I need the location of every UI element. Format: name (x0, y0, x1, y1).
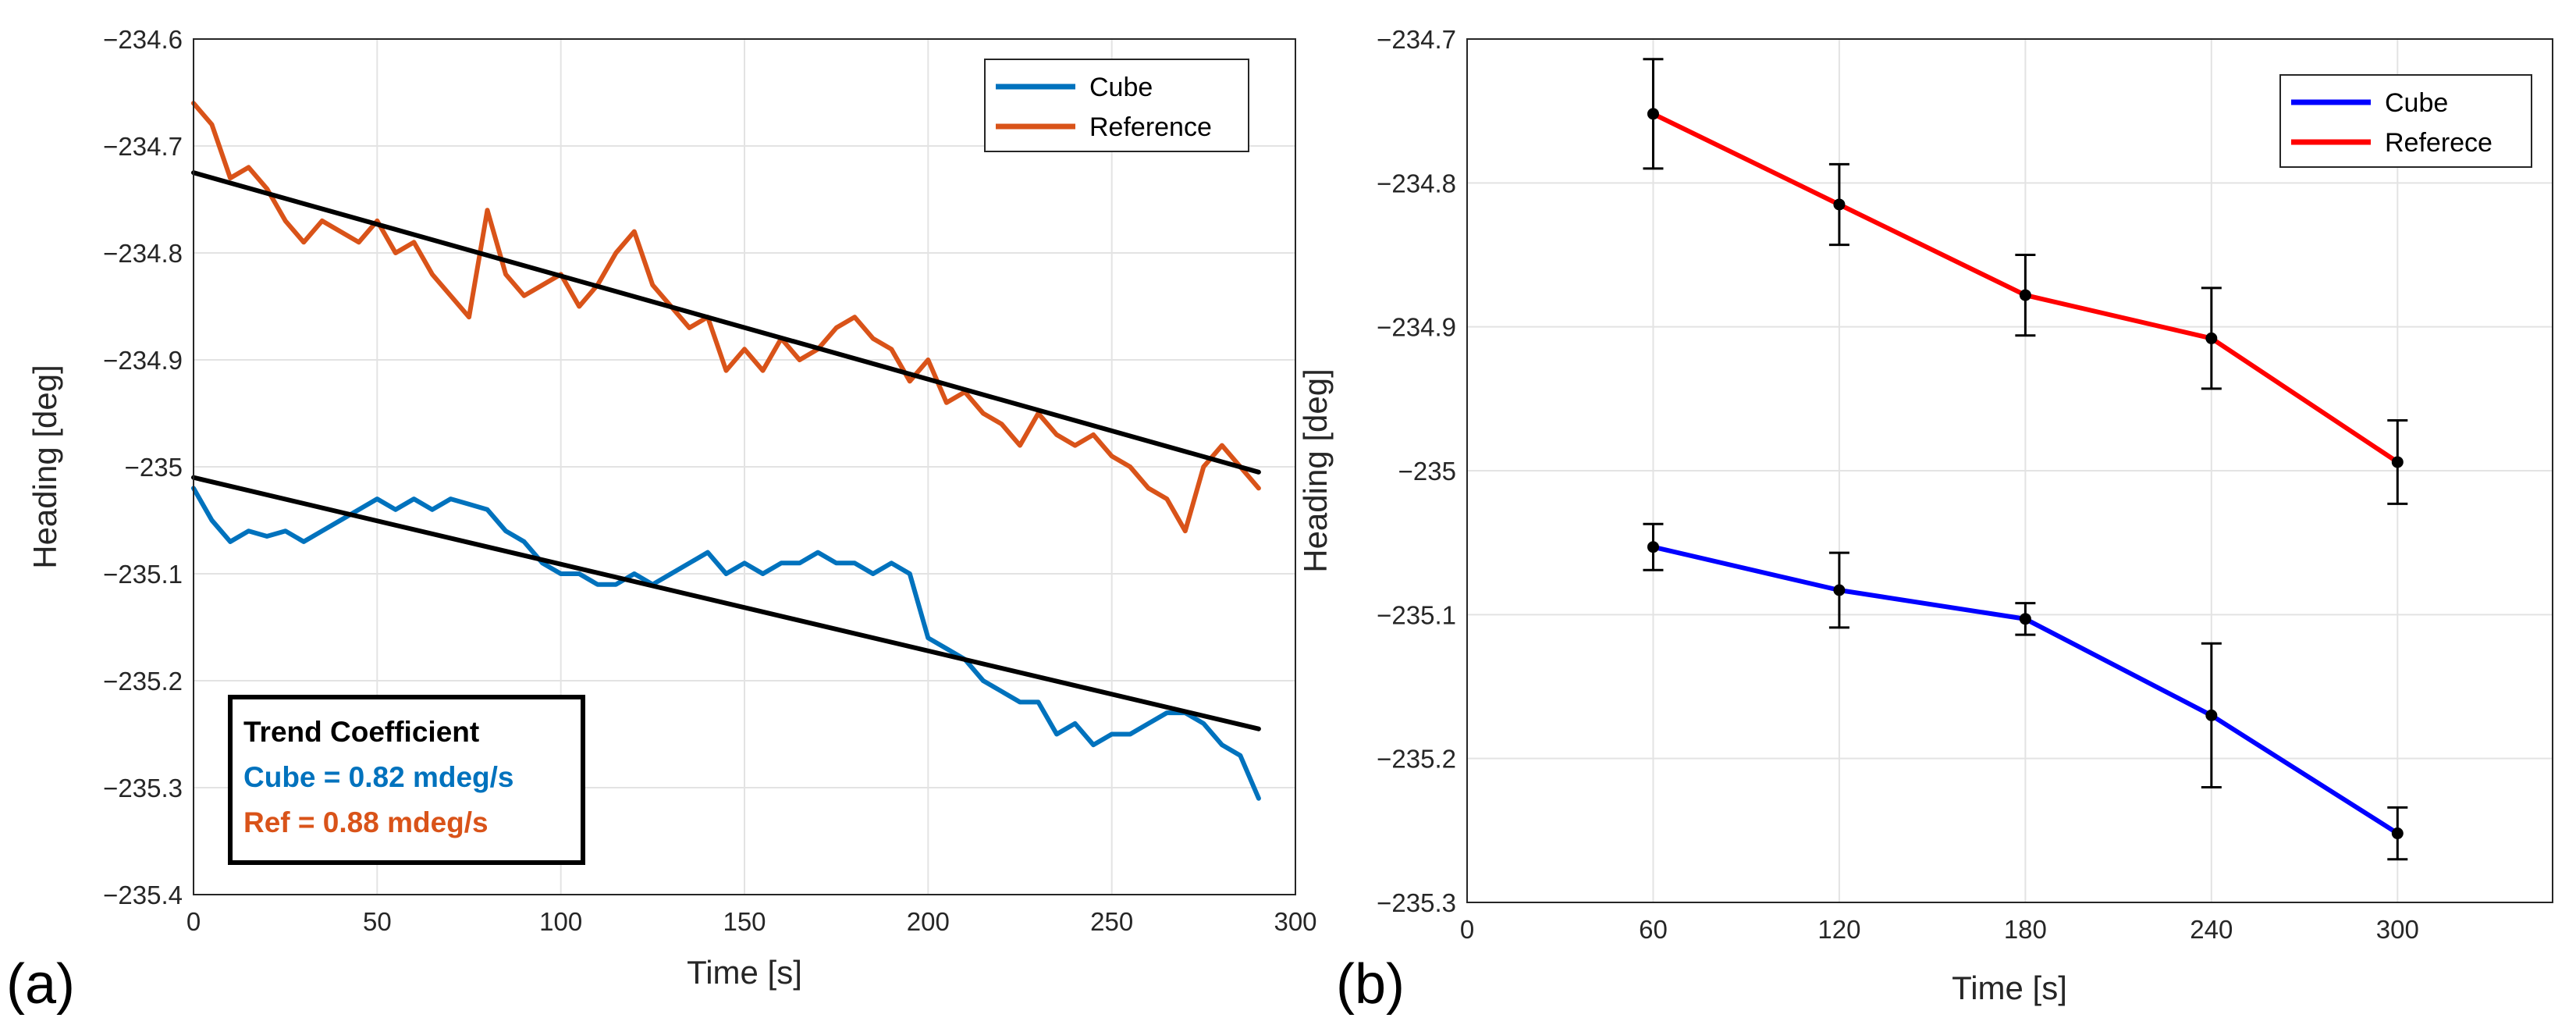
panel-b-xtick-0: 0 (1460, 915, 1474, 944)
panel-b-legend-reference-label: Referece (2385, 128, 2493, 158)
panel-b-point-cube-0 (1647, 541, 1659, 553)
panel-b-point-referece-1 (1833, 198, 1846, 211)
panel-a-xtick-5: 250 (1090, 907, 1133, 936)
trend-coefficient-box: Trend Coefficient Cube = 0.82 mdeg/s Ref… (228, 695, 585, 865)
panel-a-chart: 0 50 100 150 200 250 300 −234.6 −234.7 −234.8 −234… (6, 25, 1317, 1016)
panel-b-point-cube-1 (1833, 584, 1846, 596)
panel-a-legend-reference-label: Reference (1089, 112, 1212, 142)
panel-a-ytick-1: −234.7 (103, 132, 183, 161)
panel-a-xtick-3: 150 (723, 907, 766, 936)
panel-b-ytick-2: −234.9 (1377, 313, 1456, 342)
panel-b-ytick-6: −235.3 (1377, 888, 1456, 917)
panel-b-point-referece-3 (2205, 332, 2218, 344)
panel-a-xtick-0: 0 (187, 907, 201, 936)
panel-a-ytick-0: −234.6 (103, 25, 183, 54)
panel-b-xtick-5: 300 (2376, 915, 2419, 944)
panel-b-chart: 0 60 120 180 240 300 −234.7 −234.8 −234.9 −235 −23… (1297, 25, 2553, 1016)
panel-b-lines (1643, 58, 2408, 861)
panel-a-ticks: 0 50 100 150 200 250 300 −234.6 −234.7 −234.8 −234… (103, 25, 1316, 936)
panel-b-legend: Cube Referece (2279, 74, 2532, 168)
panel-a-series-cube (191, 486, 1261, 801)
panel-b-ylabel: Heading [deg] (1297, 368, 1334, 573)
panel-b-ytick-3: −235 (1398, 457, 1456, 486)
panel-b-xlabel: Time [s] (1952, 970, 2067, 1006)
panel-a-ytick-6: −235.2 (103, 667, 183, 696)
panel-b-ytick-5: −235.2 (1377, 745, 1456, 774)
panel-b-point-referece-4 (2391, 456, 2404, 468)
panel-b-point-cube-4 (2391, 827, 2404, 840)
panel-b-xtick-1: 60 (1639, 915, 1668, 944)
panel-a-xlabel: Time [s] (687, 954, 802, 991)
trend-cube-value: Cube = 0.82 mdeg/s (243, 761, 514, 793)
panel-a-ytick-7: −235.3 (103, 774, 183, 802)
panel-b-label: (b) (1336, 953, 1405, 1016)
panel-a-series-cube-trend (191, 475, 1261, 731)
panel-b-ytick-1: −234.8 (1377, 169, 1456, 198)
panel-a-legend: Cube Reference (984, 59, 1249, 152)
panel-a-series-reference (191, 101, 1261, 534)
panel-b-xtick-2: 120 (1817, 915, 1860, 944)
panel-a-label: (a) (6, 953, 75, 1016)
panel-b-xtick-4: 240 (2190, 915, 2233, 944)
panel-a-ylabel: Heading [deg] (27, 365, 63, 569)
panel-b-ticks: 0 60 120 180 240 300 −234.7 −234.8 −234.9 −235 −23… (1377, 25, 2419, 944)
panel-b-ytick-0: −234.7 (1377, 25, 1456, 54)
panel-b-point-cube-2 (2019, 613, 2031, 625)
panel-a-ytick-2: −234.8 (103, 239, 183, 268)
panel-b-ytick-4: −235.1 (1377, 600, 1456, 629)
panel-a-axes-box (193, 38, 1296, 895)
panel-a-ytick-4: −235 (125, 453, 183, 482)
panel-a-ytick-8: −235.4 (103, 881, 183, 909)
panel-a-xtick-2: 100 (539, 907, 582, 936)
trend-title: Trend Coefficient (243, 716, 479, 748)
trend-ref-value: Ref = 0.88 mdeg/s (243, 806, 489, 838)
panel-a-xtick-4: 200 (907, 907, 950, 936)
panel-a-series-reference-trend (191, 170, 1261, 475)
panel-a-legend-cube-label: Cube (1089, 73, 1153, 102)
panel-b-xtick-3: 180 (2004, 915, 2047, 944)
panel-b-legend-cube-label: Cube (2385, 88, 2448, 118)
panel-b-point-referece-0 (1647, 108, 1659, 120)
panel-a-xtick-6: 300 (1274, 907, 1316, 936)
panel-a-ytick-3: −234.9 (103, 346, 183, 375)
panel-a-series-group (191, 101, 1261, 801)
panel-b-axes-box (1466, 38, 2553, 903)
panel-a-ytick-5: −235.1 (103, 560, 183, 589)
panel-b-point-cube-3 (2205, 709, 2218, 721)
panel-a-xtick-1: 50 (363, 907, 392, 936)
panel-b-point-referece-2 (2019, 289, 2031, 301)
panel-a-lines (191, 101, 1261, 801)
